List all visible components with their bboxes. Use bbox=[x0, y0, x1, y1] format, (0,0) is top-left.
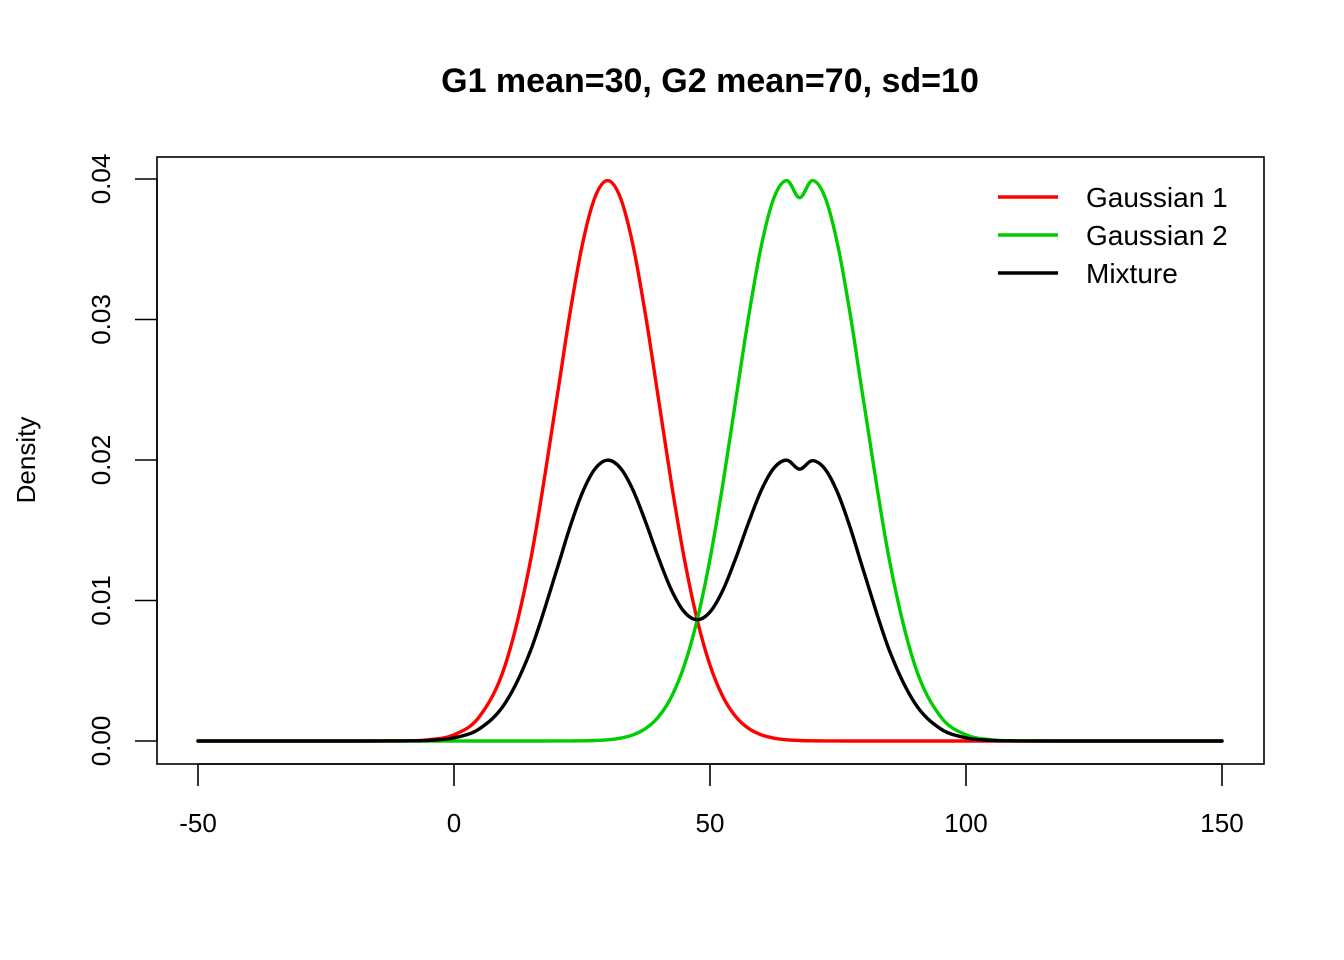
gaussian-2-line bbox=[196, 178, 1224, 743]
y-tick-label: 0.02 bbox=[86, 435, 116, 486]
y-tick-label: 0.00 bbox=[86, 716, 116, 767]
x-tick-label: 150 bbox=[1200, 808, 1243, 838]
y-tick-label: 0.03 bbox=[86, 294, 116, 345]
x-tick-label: 50 bbox=[696, 808, 725, 838]
x-tick-label: 0 bbox=[447, 808, 461, 838]
y-tick-label: 0.04 bbox=[86, 154, 116, 205]
legend-label: Mixture bbox=[1086, 258, 1178, 289]
x-tick-label: -50 bbox=[179, 808, 217, 838]
legend-label: Gaussian 1 bbox=[1086, 182, 1228, 213]
chart-title: G1 mean=30, G2 mean=70, sd=10 bbox=[441, 62, 979, 100]
legend: Gaussian 1 Gaussian 2 Mixture bbox=[998, 182, 1228, 289]
y-axis-label: Density bbox=[11, 417, 41, 504]
y-axis: 0.00 0.01 0.02 0.03 0.04 bbox=[86, 154, 158, 767]
y-tick-label: 0.01 bbox=[86, 575, 116, 626]
x-tick-label: 100 bbox=[944, 808, 987, 838]
mixture-line bbox=[196, 458, 1224, 743]
x-axis: -50 0 50 100 150 bbox=[179, 763, 1244, 838]
series-lines bbox=[196, 178, 1224, 743]
legend-label: Gaussian 2 bbox=[1086, 220, 1228, 251]
gaussian-1-line bbox=[196, 178, 1224, 743]
